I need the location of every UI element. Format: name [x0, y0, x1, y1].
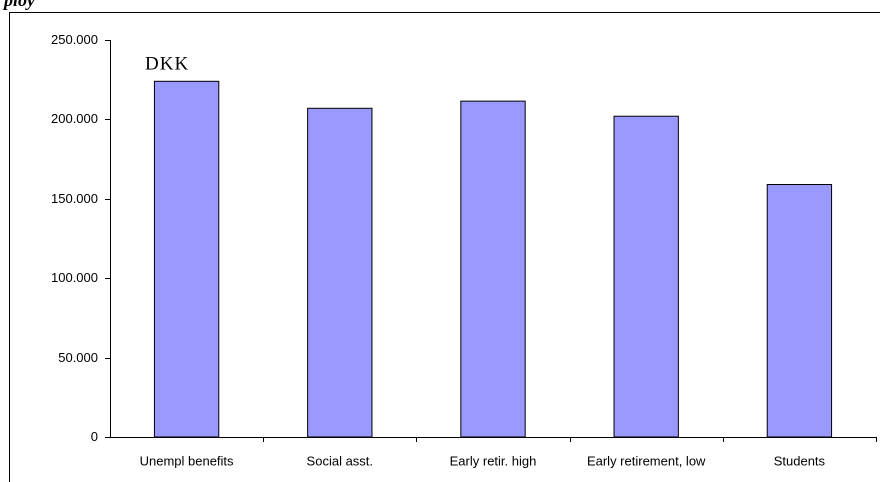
y-tick-label: 250.000	[51, 32, 98, 47]
y-tick-label: 150.000	[51, 191, 98, 206]
unit-annotation: DKK	[145, 53, 189, 74]
bar	[460, 100, 526, 438]
y-tick-label: 0	[91, 429, 98, 444]
bar	[153, 80, 220, 438]
x-tick-label: Students	[774, 453, 826, 468]
y-tick-label: 50.000	[58, 350, 98, 365]
x-tick-label: Early retirement, low	[587, 453, 706, 468]
x-tick-label: Early retir. high	[450, 453, 537, 468]
bar	[766, 184, 833, 438]
y-tick-label: 200.000	[51, 111, 98, 126]
bar	[613, 115, 679, 438]
chart-title: ploy	[2, 0, 36, 10]
bar	[307, 107, 373, 438]
x-tick-label: Unempl benefits	[140, 453, 234, 468]
y-tick-label: 100.000	[51, 270, 98, 285]
chart-frame	[9, 12, 880, 482]
x-tick-label: Social asst.	[307, 453, 373, 468]
